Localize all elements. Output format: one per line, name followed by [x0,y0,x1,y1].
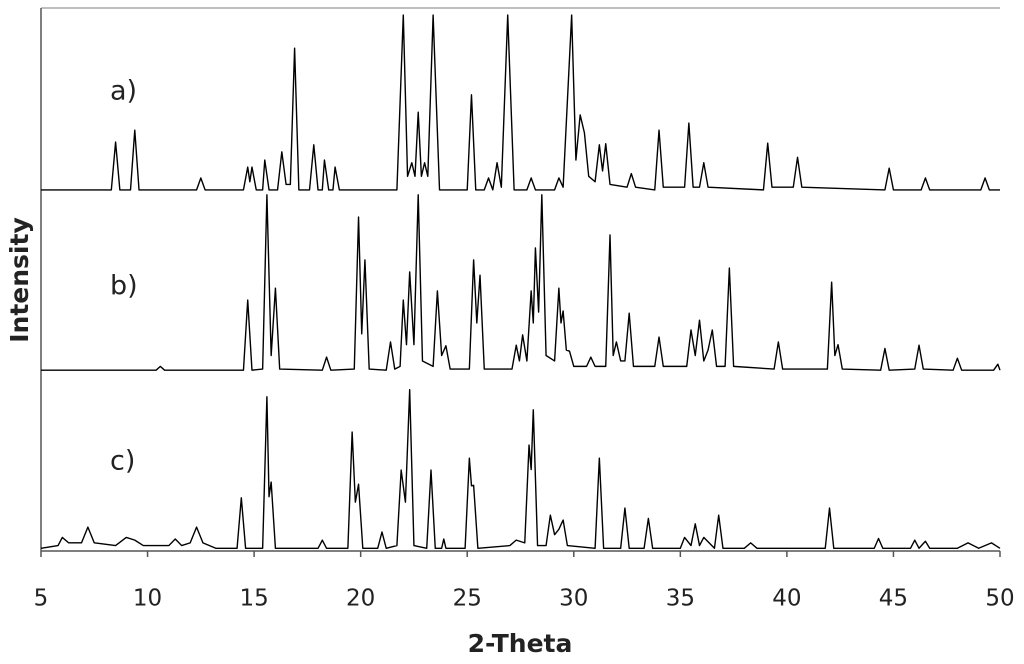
pattern-line [40,389,1001,549]
x-tick-label: 5 [34,586,49,612]
x-tick-label: 20 [346,586,375,612]
x-tick-label: 15 [239,586,268,612]
pattern-line [41,194,1001,371]
x-axis-title: 2-Theta [468,629,573,658]
x-tick-label: 35 [666,586,695,612]
x-tick-label: 30 [559,586,588,612]
series-label: c) [110,446,135,477]
x-tick-label: 40 [772,586,801,612]
pattern-line [41,14,1000,191]
y-axis-title: Intensity [5,217,34,343]
x-tick-label: 10 [133,586,162,612]
series-label: b) [110,271,138,302]
x-tick-label: 50 [985,586,1014,612]
x-tick-label: 25 [453,586,482,612]
series-label: a) [110,76,137,107]
x-tick-label: 45 [879,586,908,612]
